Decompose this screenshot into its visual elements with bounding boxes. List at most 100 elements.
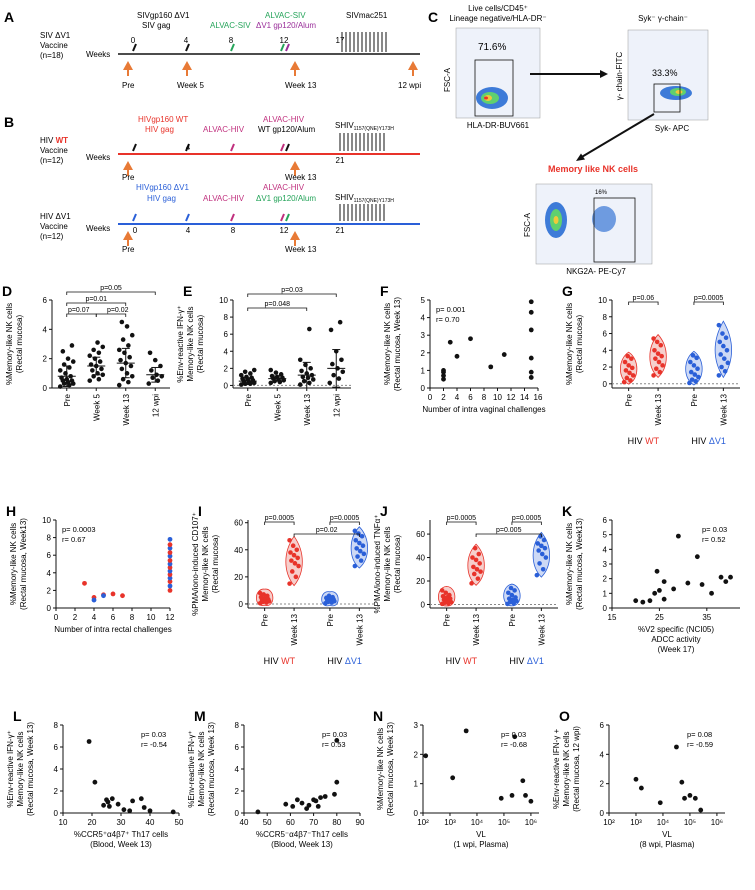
data-point <box>121 807 127 813</box>
data-point <box>528 369 534 375</box>
data-point <box>520 778 526 784</box>
group-name: Vaccine <box>40 41 68 50</box>
data-point <box>447 339 453 345</box>
data-point <box>688 369 694 375</box>
x-tick-label: Week 5 <box>92 393 101 421</box>
data-point <box>265 593 270 599</box>
data-point <box>535 541 541 546</box>
data-point <box>57 384 63 389</box>
data-point <box>167 536 173 542</box>
cell-population <box>553 216 559 224</box>
x-tick-label: Week 13 <box>290 613 299 645</box>
data-point <box>721 343 726 349</box>
data-point <box>291 552 297 558</box>
y-tick-label: 1 <box>414 780 419 789</box>
cell-population <box>675 90 683 94</box>
y-tick-label: 0 <box>47 604 52 613</box>
y-tick-label: 1 <box>421 366 426 375</box>
data-point <box>508 585 514 591</box>
stat-p: p= 0.08 <box>687 730 712 739</box>
y-tick-label: 8 <box>47 534 52 543</box>
stat-p: p= 0.03 <box>501 730 526 739</box>
data-point <box>685 580 691 586</box>
panel-letter: G <box>562 283 573 299</box>
data-point <box>101 593 106 599</box>
data-point <box>514 598 519 604</box>
data-point <box>251 367 257 373</box>
gate-title: Live cells/CD45⁺ <box>468 4 528 13</box>
y-tick-label: 0 <box>239 600 244 609</box>
group-label-variant: ΔV1 <box>709 436 726 446</box>
panel-letter: A <box>4 9 14 25</box>
data-point <box>441 376 446 382</box>
group-name: HIV WT <box>40 136 68 145</box>
data-point <box>296 563 301 569</box>
data-point <box>656 359 662 365</box>
group-n: (n=18) <box>40 51 64 60</box>
data-point <box>334 738 340 743</box>
p-value-label: p=0.0005 <box>265 515 294 522</box>
y-axis-label: Memory-like NK cells <box>186 306 195 381</box>
gate-title: Syk⁻ γ-chain⁻ <box>638 14 688 23</box>
data-point <box>463 728 469 734</box>
weeks-label: Weeks <box>86 224 110 233</box>
y-axis-label: (Rectal mucosa, Week 13) <box>386 722 395 816</box>
data-point <box>307 326 312 332</box>
data-point <box>696 374 701 380</box>
y-axis-label: (Rectal mucosa) <box>393 535 402 594</box>
data-point <box>660 363 665 368</box>
y-tick-label: 8 <box>224 313 229 322</box>
data-point <box>283 801 289 807</box>
data-point <box>167 545 173 551</box>
p-value-label: p=0.0005 <box>330 515 359 522</box>
data-point <box>498 795 504 801</box>
data-point <box>290 543 296 549</box>
challenge-ticks <box>339 133 385 151</box>
tick: 8 <box>231 226 236 235</box>
p-value-label: p=0.048 <box>265 301 291 308</box>
data-point <box>470 555 475 560</box>
data-point <box>719 364 724 370</box>
significance-bracket <box>446 521 477 525</box>
immunogen: SIV gag <box>142 21 170 30</box>
boost-label: ΔV1 gp120/Alum <box>256 21 316 30</box>
group-label-variant: ΔV1 <box>345 656 362 666</box>
tick: 21 <box>336 226 345 235</box>
data-point <box>723 335 729 341</box>
data-point <box>330 594 335 600</box>
group-label-variant: WT <box>645 436 659 446</box>
chart-k: K 0 1 2 3 4 5 6 %Memory-like NK cells (Rectal muc… <box>562 503 740 654</box>
data-point <box>439 588 445 593</box>
y-axis-label: (Rectal mucosa, Week 13) <box>26 722 35 816</box>
data-point <box>327 380 333 386</box>
x-tick-label: Week 13 <box>472 613 481 645</box>
x-tick-label: Pre <box>443 613 452 626</box>
immunogen: HIV gag <box>147 194 176 203</box>
tick: 8 <box>229 36 234 45</box>
data-point <box>447 592 452 598</box>
cell-population <box>592 206 616 232</box>
data-point <box>478 569 483 574</box>
x-tick-label: 10⁶ <box>711 818 723 827</box>
y-axis-label: %Memory-like NK cells <box>9 523 18 605</box>
data-point <box>167 588 173 593</box>
data-point <box>315 804 321 809</box>
panel-letter: E <box>183 283 192 299</box>
significance-bracket <box>475 533 542 537</box>
data-point <box>97 359 103 364</box>
group-label-prefix: HIV <box>691 436 709 446</box>
gate-title: Lineage negative/HLA-DR⁻ <box>449 14 546 23</box>
y-axis-label: (Rectal mucosa) <box>15 315 24 374</box>
data-point <box>101 802 106 808</box>
data-point <box>471 571 477 577</box>
panel-b: B HIV WT Vaccine (n=12) Weeks HIVgp160 W… <box>4 114 420 254</box>
syringe-icon <box>132 213 290 222</box>
data-point <box>537 561 542 566</box>
data-point <box>65 356 71 361</box>
cell-population <box>484 96 488 100</box>
y-tick-label: 10 <box>219 296 228 305</box>
data-point <box>299 368 304 374</box>
significance-bracket <box>66 313 97 317</box>
data-point <box>87 353 93 359</box>
